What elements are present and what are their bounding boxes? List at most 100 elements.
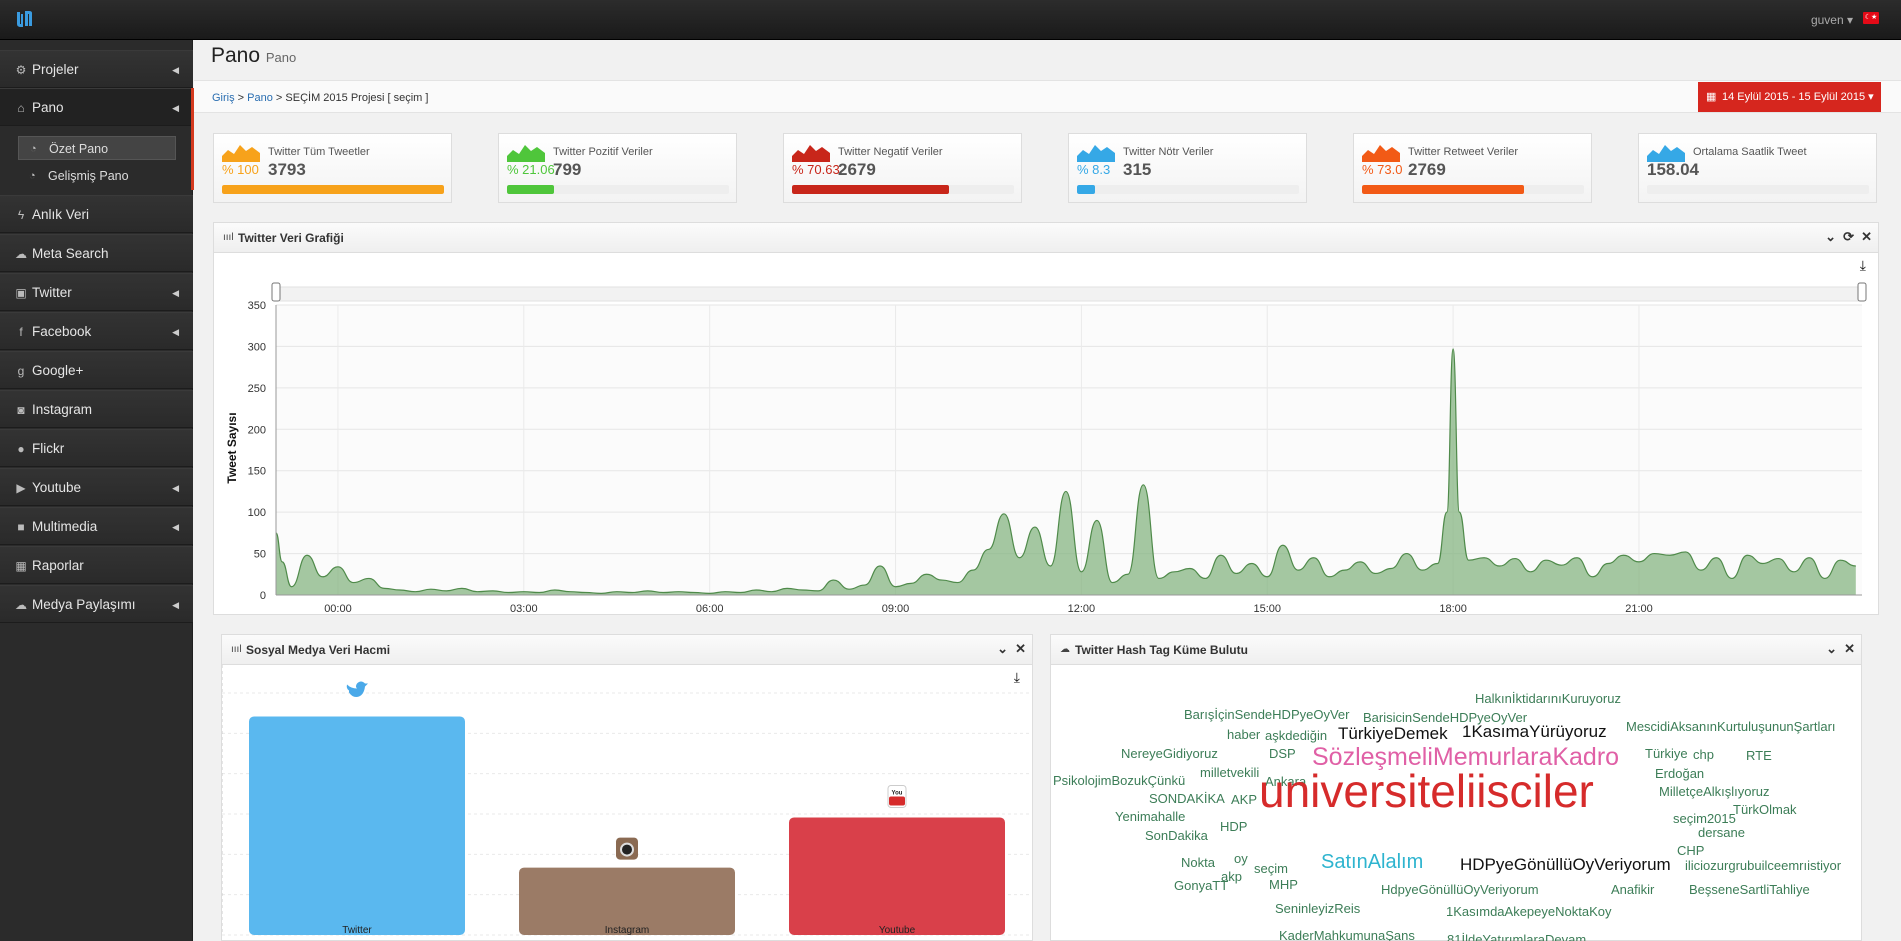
hashtag-word[interactable]: chp: [1693, 747, 1714, 763]
hashtag-word[interactable]: iliciozurgrubuilceemrıistiyor: [1685, 858, 1842, 874]
close-icon[interactable]: ✕: [1844, 641, 1855, 656]
hashtag-word[interactable]: GonyaTT: [1174, 878, 1229, 894]
hashtag-word[interactable]: HDPyeGönüllüOyVeriyorum: [1460, 854, 1671, 874]
hashtag-word[interactable]: HdpyeGönüllüOyVeriyorum: [1381, 882, 1539, 898]
sidebar-item-anlik-veri[interactable]: ϟ Anlık Veri: [0, 195, 193, 233]
x-tick-label: 15:00: [1253, 603, 1281, 615]
sidebar-item-meta-search[interactable]: ☁ Meta Search: [0, 234, 193, 272]
hashtag-word[interactable]: MilletçeAlkışlıyoruz: [1659, 784, 1770, 800]
sidebar-item-label: Google+: [32, 363, 84, 378]
hashtag-word[interactable]: SonDakika: [1145, 828, 1208, 844]
hashtag-word[interactable]: TürkOlmak: [1733, 802, 1797, 818]
hashtag-word[interactable]: 1KasımaYürüyoruz: [1462, 721, 1607, 741]
bar-category-label: Twitter: [342, 925, 372, 936]
hashtag-word[interactable]: BarışİçinSendeHDPyeOyVer: [1184, 707, 1350, 723]
refresh-icon[interactable]: ⟳: [1843, 229, 1854, 244]
collapse-icon[interactable]: ⌄: [1825, 229, 1836, 244]
area-chart-icon: [507, 145, 545, 162]
close-icon[interactable]: ✕: [1015, 641, 1026, 656]
hashtag-word[interactable]: BeşseneSartliTahliye: [1689, 882, 1810, 898]
sidebar-item-label: Youtube: [32, 480, 82, 495]
language-flag-icon[interactable]: ☾★: [1863, 12, 1879, 24]
hashtag-word[interactable]: NereyeGidiyoruz: [1121, 746, 1218, 762]
hashtag-word[interactable]: MHP: [1269, 877, 1298, 893]
sidebar: ⚙ Projeler ◀ ⌂ Pano ◀ ◔ Özet Pano ◔ Gelişmiş P…: [0, 40, 193, 941]
stat-value: 158.04: [1647, 160, 1699, 179]
sidebar-subitem-ozet-pano[interactable]: ◔ Özet Pano: [18, 136, 176, 160]
google-plus-icon: g: [17, 364, 25, 378]
app-logo-icon[interactable]: [12, 6, 38, 32]
dashboard-icon: ◔: [30, 143, 37, 155]
hashtag-word[interactable]: BarisicinSendeHDPyeOyVer: [1363, 710, 1528, 726]
sidebar-item-multimedia[interactable]: ■ Multimedia ◀: [0, 507, 193, 545]
caret-left-icon: ◀: [172, 65, 179, 75]
widget-title: Sosyal Medya Veri Hacmi: [246, 643, 391, 657]
hashtag-word[interactable]: Türkiye: [1645, 746, 1688, 762]
user-menu[interactable]: guven ▾: [1810, 13, 1853, 27]
stat-progress-bar: [222, 185, 444, 194]
sidebar-item-facebook[interactable]: f Facebook ◀: [0, 312, 193, 350]
hashtag-word[interactable]: 1KasımdaAkepeyeNoktaKoy: [1446, 904, 1612, 920]
sidebar-item-instagram[interactable]: ◙ Instagram: [0, 390, 193, 428]
collapse-icon[interactable]: ⌄: [1826, 641, 1837, 656]
sidebar-item-medya-paylasimi[interactable]: ☁ Medya Paylaşımı ◀: [0, 585, 193, 623]
range-selector-track[interactable]: [275, 286, 1863, 302]
hashtag-word[interactable]: milletvekili: [1200, 765, 1260, 781]
hashtag-word[interactable]: HDP: [1220, 819, 1248, 835]
hashtag-word[interactable]: SeninleyizReis: [1275, 901, 1361, 917]
sidebar-item-youtube[interactable]: ▶ Youtube ◀: [0, 468, 193, 506]
sidebar-subitem-gelismis-pano[interactable]: ◔ Gelişmiş Pano: [18, 164, 176, 188]
stat-box: Twitter Negatif Veriler % 70.63 2679: [783, 133, 1022, 203]
svg-text:You: You: [892, 790, 903, 796]
hashtag-word[interactable]: universiteliisciler: [1259, 764, 1594, 817]
hashtag-word[interactable]: dersane: [1698, 825, 1745, 841]
hashtag-word[interactable]: haber: [1227, 727, 1261, 743]
sidebar-item-projeler[interactable]: ⚙ Projeler ◀: [0, 50, 193, 88]
collapse-icon[interactable]: ⌄: [997, 641, 1008, 656]
hashtag-word[interactable]: Ankara: [1265, 774, 1307, 790]
stat-percent: % 70.63: [792, 162, 840, 177]
sidebar-item-google-plus[interactable]: g Google+: [0, 351, 193, 389]
hashtag-word[interactable]: MescidiAksanınKurtuluşununŞartları: [1626, 719, 1836, 735]
hashtag-word[interactable]: akp: [1221, 869, 1242, 885]
sidebar-item-twitter[interactable]: ▣ Twitter ◀: [0, 273, 193, 311]
hashtag-word[interactable]: aşkdediğin: [1265, 728, 1328, 744]
breadcrumb-bar: Giriş > Pano > SEÇİM 2015 Projesi [ seçi…: [194, 80, 1901, 113]
breadcrumb-pano-link[interactable]: Pano: [247, 92, 273, 104]
range-handle-right[interactable]: [1857, 282, 1867, 302]
hashtag-word[interactable]: 81İldeYatırımlaraDevam: [1447, 932, 1587, 941]
download-icon[interactable]: ⤓: [1013, 669, 1020, 685]
hashtag-word[interactable]: KaderMahkumunaŞans: [1279, 928, 1415, 941]
hashtag-word[interactable]: seçim: [1254, 861, 1288, 877]
stat-percent: % 100: [222, 162, 259, 177]
facebook-icon: f: [19, 325, 23, 339]
date-range-button[interactable]: ▦ 14 Eylül 2015 - 15 Eylül 2015 ▾: [1698, 82, 1881, 112]
sidebar-item-raporlar[interactable]: ▦ Raporlar: [0, 546, 193, 584]
hashtag-word[interactable]: RTE: [1746, 748, 1772, 764]
stat-progress-bar: [1647, 185, 1869, 194]
download-icon[interactable]: ⤓: [1859, 257, 1866, 273]
breadcrumb-home-link[interactable]: Giriş: [212, 92, 235, 104]
hashtag-word[interactable]: SatınAlalım: [1321, 851, 1424, 873]
stat-progress-fill: [507, 185, 554, 194]
hashtag-word[interactable]: Erdoğan: [1655, 766, 1705, 782]
hashtag-word[interactable]: CHP: [1677, 843, 1705, 859]
hashtag-word[interactable]: AKP: [1231, 792, 1258, 808]
hashtag-word[interactable]: HalkınİktidarınıKuruyoruz: [1475, 691, 1621, 707]
hashtag-word[interactable]: Anafikir: [1611, 882, 1655, 898]
hashtag-word[interactable]: seçim2015: [1673, 811, 1736, 827]
hashtag-word[interactable]: SONDAKİKA: [1149, 791, 1225, 807]
hashtag-word[interactable]: SözleşmeliMemurlaraKadro: [1312, 742, 1620, 771]
calendar-icon: ▦: [1706, 91, 1717, 103]
sidebar-item-pano[interactable]: ⌂ Pano ◀: [0, 88, 193, 126]
close-icon[interactable]: ✕: [1861, 229, 1872, 244]
hashtag-word[interactable]: PsikolojimBozukÇünkü: [1053, 773, 1186, 789]
hashtag-word[interactable]: oy: [1234, 851, 1248, 867]
sidebar-item-flickr[interactable]: ● Flickr: [0, 429, 193, 467]
sidebar-subitem-label: Özet Pano: [49, 142, 109, 156]
range-handle-left[interactable]: [271, 282, 281, 302]
hashtag-word[interactable]: DSP: [1269, 746, 1296, 762]
hashtag-word[interactable]: Nokta: [1181, 855, 1215, 871]
hashtag-word[interactable]: TürkiyeDemek: [1338, 723, 1448, 743]
hashtag-word[interactable]: Yenimahalle: [1115, 809, 1186, 825]
